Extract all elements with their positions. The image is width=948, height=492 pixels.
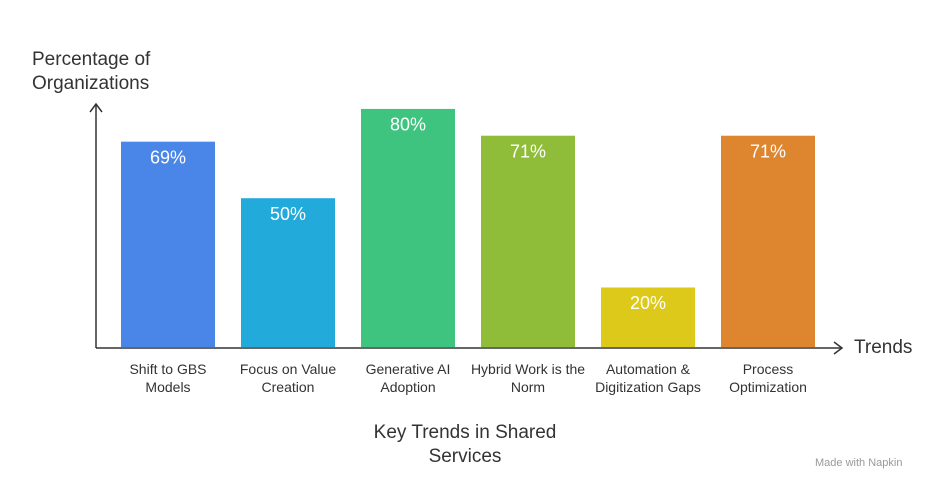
bar	[241, 198, 335, 347]
bar	[361, 108, 455, 348]
bar	[721, 135, 815, 347]
value-label: 71%	[510, 141, 546, 161]
value-label: 71%	[750, 141, 786, 161]
x-tick-label: Automation & Digitization Gaps	[595, 361, 701, 395]
x-tick-label: Generative AI Adoption	[365, 361, 451, 395]
y-axis-title: Percentage of Organizations	[32, 49, 151, 94]
x-tick-label: Shift to GBS Models	[129, 361, 207, 395]
x-tick-label: Focus on Value Creation	[239, 361, 337, 395]
y-axis-arrow	[89, 102, 103, 113]
watermark: Made with Napkin	[815, 457, 903, 469]
x-tick-label: Hybrid Work is the Norm	[470, 361, 586, 395]
bar	[481, 135, 575, 347]
bar	[601, 287, 695, 347]
x-tick-label: Process Optimization	[729, 361, 807, 395]
value-label: 69%	[150, 147, 186, 167]
value-label: 80%	[390, 115, 426, 135]
chart-title: Key Trends in Shared Services	[373, 422, 557, 467]
x-axis-arrow	[833, 341, 844, 355]
bar	[121, 141, 215, 347]
value-label: 20%	[630, 293, 666, 313]
value-label: 50%	[270, 204, 306, 224]
x-axis-title: Trends	[854, 337, 913, 358]
